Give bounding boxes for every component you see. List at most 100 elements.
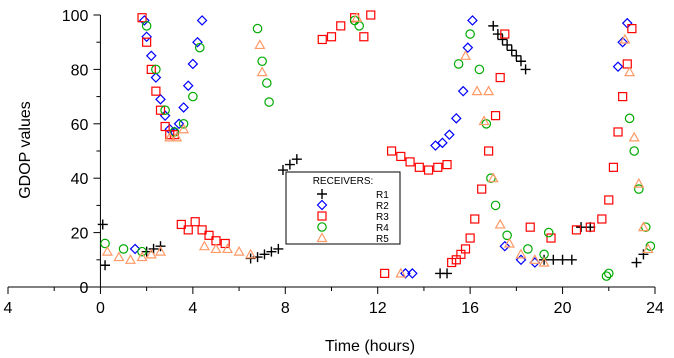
data-point-r2 [457,85,469,97]
data-point-r5 [210,243,222,254]
data-point-r5 [642,243,654,254]
data-point-r2 [150,72,162,83]
data-point-r5 [178,123,190,134]
data-point-r1 [97,219,108,230]
data-point-r4 [354,21,365,31]
data-point-r5 [503,237,515,248]
data-point-r3 [585,222,595,232]
data-point-r3 [597,214,607,224]
data-point-r4 [178,119,189,129]
data-point-r1 [506,45,517,56]
data-point-r3 [317,34,327,45]
data-point-r5 [233,245,245,256]
data-point-r3 [451,255,461,265]
data-point-r2 [145,50,157,62]
data-point-r3 [490,111,501,121]
y-tick-label: 20 [71,226,89,243]
data-point-r3 [470,214,480,224]
data-point-r3 [396,151,406,162]
data-point-r3 [456,249,466,259]
legend-label-r5: R5 [376,234,389,245]
data-point-r3 [604,195,614,205]
legend-marker-r4 [317,222,327,232]
data-point-r5 [529,254,541,264]
data-point-r5 [471,85,483,96]
data-point-r3 [197,225,207,235]
data-point-r1 [631,257,642,268]
data-point-r5 [619,33,631,44]
series-r2 [129,15,633,279]
data-point-r1 [488,20,499,31]
legend-label-r1: R1 [376,190,389,201]
data-point-r4 [188,91,198,102]
data-point-r5 [515,248,527,259]
data-point-r1 [284,159,295,170]
plot-area [97,10,656,281]
data-point-r4 [624,113,635,124]
data-point-r3 [151,86,161,96]
y-tick-label: 40 [71,171,89,188]
data-point-r1 [100,260,111,271]
data-point-r1 [273,243,284,254]
data-point-r2 [178,102,189,113]
data-point-r5 [198,240,210,251]
data-point-r3 [447,257,457,268]
data-point-r1 [557,254,568,265]
data-point-r3 [380,268,390,278]
data-point-r3 [423,165,434,175]
data-point-r3 [414,162,424,172]
data-point-r5 [395,267,407,278]
legend-marker-r1 [317,189,327,199]
data-point-r5 [628,131,640,142]
data-point-r1 [566,254,577,265]
data-point-r4 [453,59,464,69]
data-point-r4 [100,238,110,249]
data-point-r3 [627,24,637,34]
data-point-r2 [182,80,194,92]
data-point-r4 [118,244,129,254]
y-axis-label: GDOP values [17,101,34,199]
legend-label-r2: R2 [376,201,389,212]
data-point-r3 [366,10,376,20]
data-point-r5 [136,251,148,262]
data-point-r3 [155,105,166,115]
x-tick-label: 8 [281,300,290,317]
data-point-r3 [176,219,186,230]
y-tick-label: 80 [71,62,89,79]
data-point-r3 [190,217,200,227]
series-r4 [100,15,656,281]
legend-marker-r3 [317,211,327,221]
data-point-r5 [254,39,266,50]
data-point-r4 [490,200,501,211]
data-point-r4 [474,64,485,75]
data-point-r4 [629,146,640,156]
data-point-r3 [484,146,494,156]
data-point-r3 [618,91,628,102]
data-point-r4 [465,29,475,39]
data-point-r5 [633,177,645,188]
data-point-r4 [264,97,274,107]
data-point-r3 [336,21,346,31]
legend-label-r4: R4 [376,223,389,234]
data-point-r2 [467,15,478,26]
data-point-r2 [196,15,208,26]
data-point-r3 [622,59,632,69]
data-point-r2 [443,129,455,141]
data-point-r4 [645,241,656,251]
data-point-r1 [442,268,453,279]
legend-marker-r2 [316,199,328,211]
data-point-r2 [529,257,541,268]
data-point-r5 [221,243,234,254]
data-point-r1 [548,254,559,265]
data-point-r5 [478,115,490,126]
data-point-r1 [277,165,288,176]
data-point-r1 [520,64,531,75]
legend-marker-r5 [316,232,328,243]
data-point-r2 [138,15,150,26]
x-tick-label: 20 [554,300,572,317]
data-point-r5 [624,66,636,77]
